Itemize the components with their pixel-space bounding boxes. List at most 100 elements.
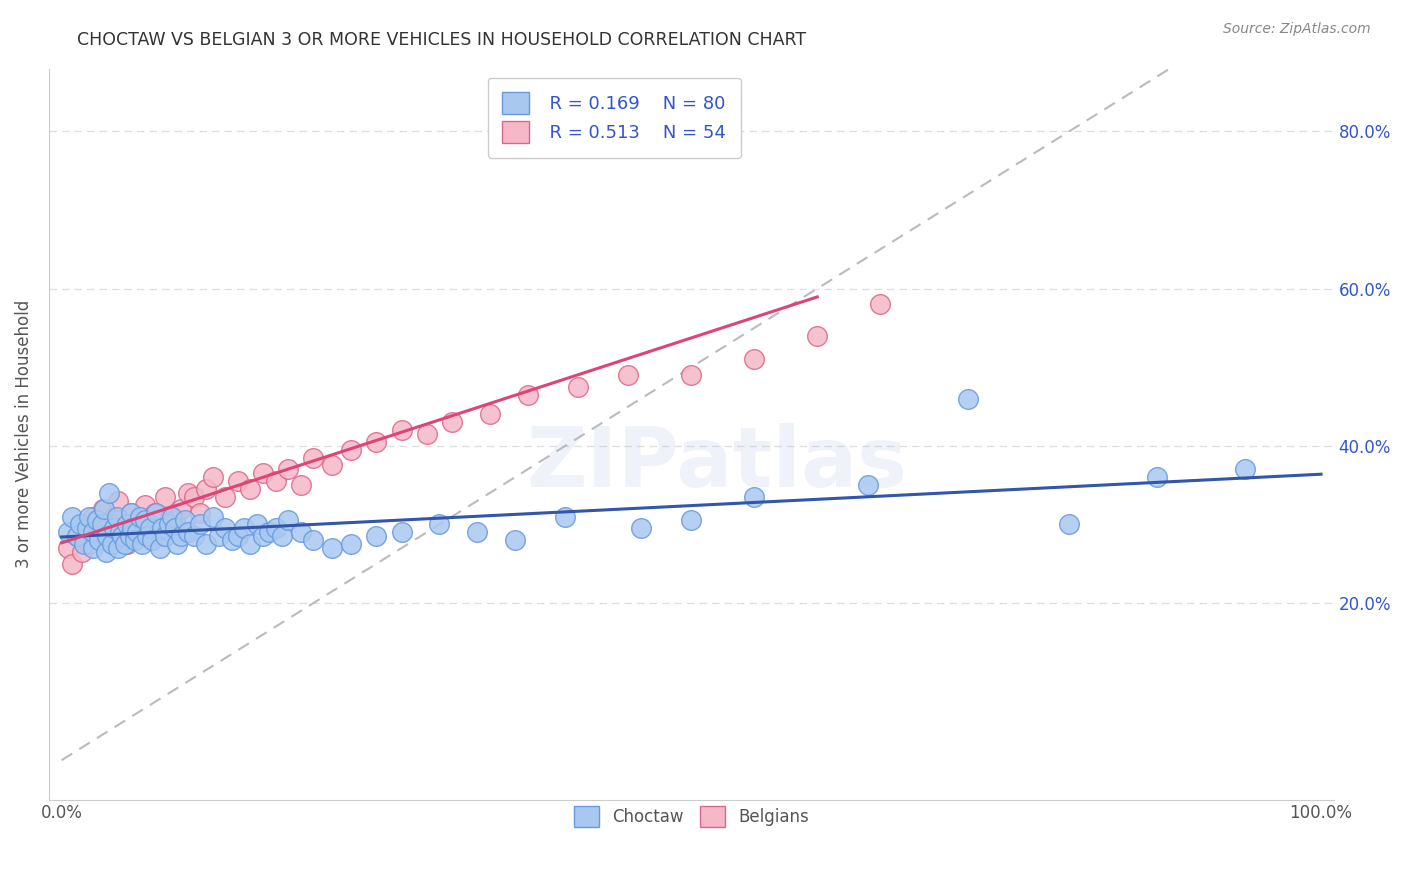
Point: [340, 442, 363, 457]
Point: [162, 509, 184, 524]
Point: [226, 474, 249, 488]
Point: [96, 529, 118, 543]
Point: [143, 506, 166, 520]
Point: [82, 525, 104, 540]
Point: [159, 509, 181, 524]
Point: [93, 501, 115, 516]
Point: [70, 545, 93, 559]
Point: [75, 521, 97, 535]
Point: [153, 490, 176, 504]
Point: [121, 521, 143, 535]
Point: [105, 509, 128, 524]
Point: [321, 541, 343, 555]
Point: [103, 521, 125, 535]
Point: [188, 517, 211, 532]
Point: [259, 525, 281, 540]
Point: [103, 509, 125, 524]
Point: [163, 514, 186, 528]
Point: [429, 517, 451, 532]
Point: [115, 517, 138, 532]
Point: [90, 517, 112, 532]
Point: [201, 470, 224, 484]
Point: [503, 533, 526, 548]
Point: [208, 529, 231, 543]
Point: [239, 537, 262, 551]
Point: [170, 529, 193, 543]
Point: [176, 525, 198, 540]
Point: [60, 509, 83, 524]
Point: [239, 482, 262, 496]
Point: [340, 537, 363, 551]
Point: [150, 521, 173, 535]
Point: [120, 506, 142, 520]
Point: [465, 525, 488, 540]
Point: [264, 474, 287, 488]
Point: [120, 506, 142, 520]
Point: [86, 525, 108, 540]
Point: [66, 529, 89, 543]
Point: [66, 529, 89, 543]
Point: [742, 490, 765, 504]
Point: [170, 501, 193, 516]
Legend: Choctaw, Belgians: Choctaw, Belgians: [565, 798, 817, 835]
Point: [157, 517, 180, 532]
Point: [136, 529, 159, 543]
Point: [233, 521, 256, 535]
Text: CHOCTAW VS BELGIAN 3 OR MORE VEHICLES IN HOUSEHOLD CORRELATION CHART: CHOCTAW VS BELGIAN 3 OR MORE VEHICLES IN…: [77, 31, 807, 49]
Point: [138, 521, 160, 535]
Point: [111, 529, 134, 543]
Point: [153, 529, 176, 543]
Point: [1057, 517, 1080, 532]
Point: [391, 423, 413, 437]
Point: [183, 490, 205, 504]
Point: [176, 486, 198, 500]
Point: [252, 529, 274, 543]
Point: [96, 533, 118, 548]
Point: [617, 368, 640, 382]
Point: [94, 545, 117, 559]
Point: [302, 533, 325, 548]
Point: [114, 537, 136, 551]
Point: [60, 557, 83, 571]
Point: [149, 529, 172, 543]
Point: [226, 529, 249, 543]
Point: [214, 521, 236, 535]
Point: [111, 521, 134, 535]
Point: [321, 458, 343, 473]
Point: [128, 517, 150, 532]
Point: [277, 462, 299, 476]
Point: [366, 529, 388, 543]
Point: [100, 517, 122, 532]
Point: [107, 493, 129, 508]
Point: [115, 537, 138, 551]
Point: [195, 482, 218, 496]
Point: [416, 427, 439, 442]
Point: [681, 514, 703, 528]
Point: [856, 478, 879, 492]
Point: [567, 380, 589, 394]
Point: [302, 450, 325, 465]
Point: [98, 486, 121, 500]
Point: [554, 509, 576, 524]
Point: [188, 506, 211, 520]
Point: [681, 368, 703, 382]
Point: [1234, 462, 1257, 476]
Point: [77, 537, 100, 551]
Point: [127, 525, 149, 540]
Point: [145, 506, 167, 520]
Point: [221, 533, 243, 548]
Point: [630, 521, 652, 535]
Point: [124, 525, 146, 540]
Point: [82, 509, 104, 524]
Point: [1146, 470, 1168, 484]
Point: [86, 514, 108, 528]
Point: [118, 529, 141, 543]
Point: [246, 517, 269, 532]
Point: [108, 525, 131, 540]
Point: [264, 521, 287, 535]
Point: [56, 525, 79, 540]
Point: [806, 328, 828, 343]
Point: [89, 533, 111, 548]
Point: [76, 521, 98, 535]
Point: [149, 541, 172, 555]
